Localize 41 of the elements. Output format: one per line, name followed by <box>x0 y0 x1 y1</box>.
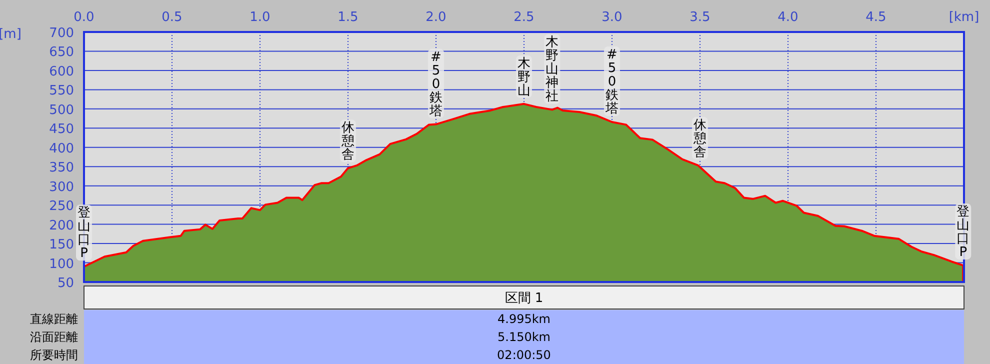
annotation: 木野山 <box>518 56 530 98</box>
text: 所要時間 <box>30 348 78 362</box>
y-tick-label: 250 <box>49 199 74 214</box>
y-tick-label: 50 <box>57 276 74 291</box>
y-axis-title: [m] <box>0 27 22 42</box>
text: 直線距離 <box>30 312 78 326</box>
annotation: 登山口P <box>78 206 90 262</box>
x-tick-label: 2.5 <box>514 10 534 25</box>
annotation: 休憩舎 <box>692 118 706 160</box>
x-axis-title: [km] <box>948 10 980 25</box>
y-tick-label: 400 <box>49 141 74 156</box>
x-tick-label: 3.5 <box>690 10 710 25</box>
text: 区間 1 <box>504 291 544 306</box>
y-tick-label: 600 <box>49 64 74 80</box>
annotation: 登山口P <box>956 204 970 260</box>
y-tick-label: 100 <box>49 256 74 272</box>
annotation: #50鉄塔 <box>604 48 618 116</box>
x-tick-label: 1.5 <box>338 10 358 25</box>
x-tick-label: 4.0 <box>778 10 798 25</box>
x-tick-label: 3.0 <box>602 10 622 25</box>
annotation: 休憩舎 <box>340 120 354 163</box>
y-tick-label: 450 <box>49 122 74 138</box>
x-tick-label: 4.5 <box>866 10 886 25</box>
x-tick-label: 0.0 <box>74 10 94 25</box>
y-tick-label: 550 <box>49 84 74 99</box>
text: 沿面距離 <box>30 330 78 344</box>
annotation: 木野山神社 <box>546 35 559 104</box>
x-tick-label: 2.0 <box>426 10 446 25</box>
x-tick-label: 0.5 <box>162 10 182 25</box>
annotation: #50鉄塔 <box>428 50 442 119</box>
text: 5.150km <box>498 330 550 344</box>
y-tick-label: 500 <box>49 102 74 118</box>
text: 4.995km <box>498 312 550 326</box>
text: 02:00:50 <box>497 348 551 362</box>
y-tick-label: 150 <box>49 238 74 253</box>
x-tick-label: 1.0 <box>250 10 270 25</box>
y-tick-label: 700 <box>49 26 74 41</box>
y-tick-label: 350 <box>49 160 74 176</box>
y-tick-label: 650 <box>49 45 74 60</box>
y-tick-label: 200 <box>49 218 74 234</box>
y-tick-label: 300 <box>49 180 74 195</box>
